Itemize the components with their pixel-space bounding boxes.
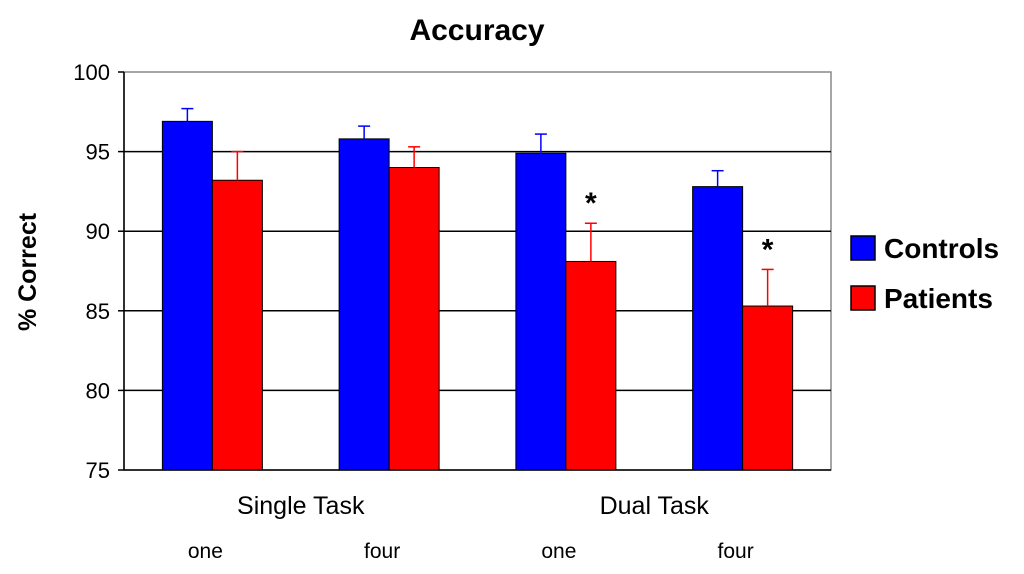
significance-marker: *: [585, 187, 597, 220]
category-label: four: [364, 540, 400, 563]
legend-label-controls: Controls: [884, 233, 999, 264]
bar-controls-2: [338, 138, 390, 471]
bar-controls-4: [692, 186, 744, 471]
category-label: four: [718, 540, 754, 563]
y-tick-label: 75: [86, 458, 110, 483]
legend: Controls Patients: [850, 233, 999, 314]
bar-patients-1: [211, 179, 263, 471]
group-label: Single Task: [237, 492, 365, 520]
bar-patients-2: [388, 167, 440, 471]
category-label: one: [541, 540, 576, 563]
chart-title: Accuracy: [409, 14, 544, 47]
y-tick-label: 80: [86, 378, 110, 403]
y-tick-label: 95: [86, 140, 110, 165]
plot-area: 75 80 85 90 95 100 * * one four one four Single Task…: [73, 60, 832, 563]
legend-label-patients: Patients: [884, 283, 993, 314]
y-axis-label: % Correct: [14, 212, 42, 331]
y-tick-label: 85: [86, 299, 110, 324]
bar-controls-3: [515, 152, 567, 471]
y-tick-label: 90: [86, 219, 110, 244]
bar-patients-3: [565, 260, 617, 471]
category-label: one: [188, 540, 223, 563]
significance-marker: *: [762, 233, 774, 266]
legend-swatch-patients: [850, 285, 876, 311]
legend-swatch-controls: [850, 235, 876, 261]
group-label: Dual Task: [600, 492, 710, 520]
y-tick-label: 100: [73, 60, 110, 85]
bar-patients-4: [742, 305, 794, 471]
bar-controls-1: [161, 120, 213, 471]
